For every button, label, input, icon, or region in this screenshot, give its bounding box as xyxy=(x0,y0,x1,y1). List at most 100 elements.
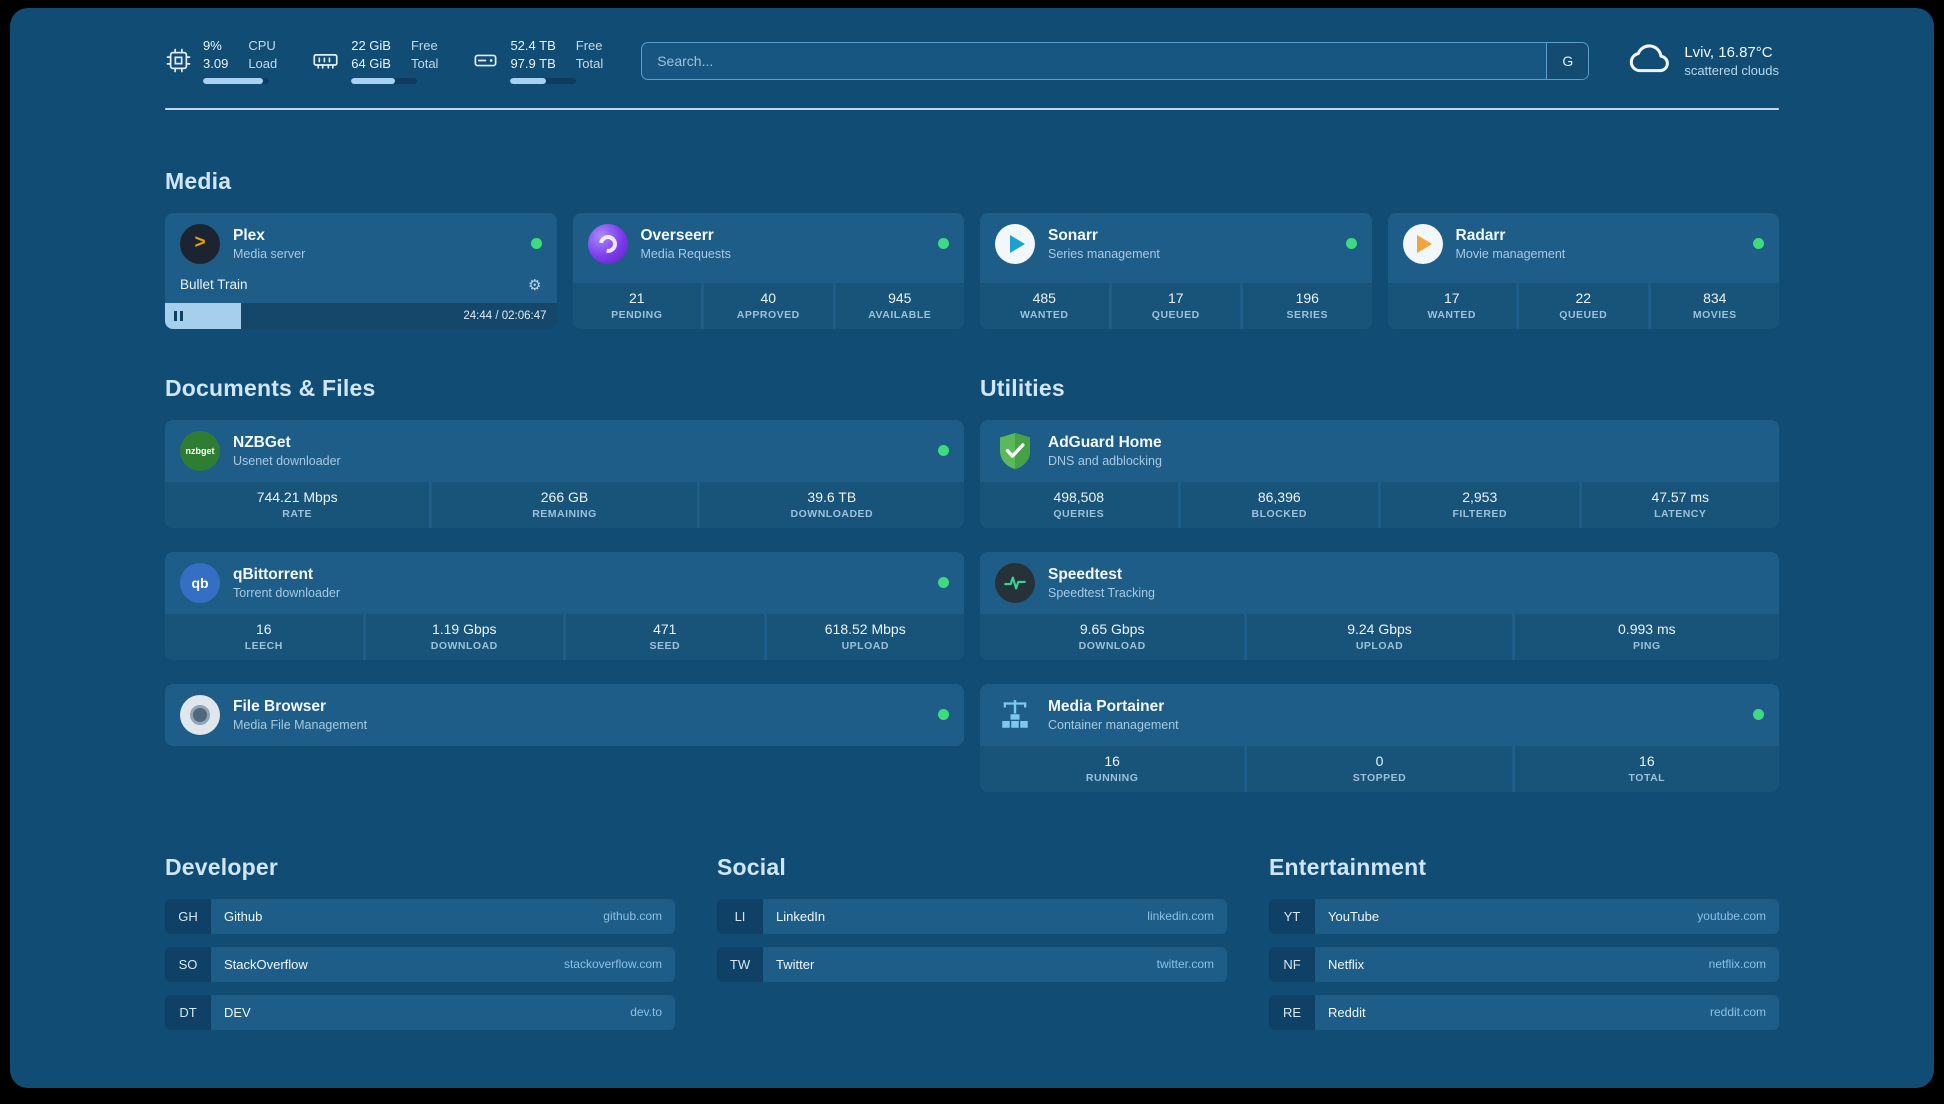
stat-remaining: 266 GB REMAINING xyxy=(432,481,697,528)
card-plex[interactable]: > Plex Media server Bullet Train ⚙ 24:44… xyxy=(165,212,557,329)
bookmark-name: Twitter xyxy=(776,956,815,972)
stat-label: APPROVED xyxy=(736,309,800,322)
ram-meter xyxy=(351,77,418,84)
bookmark-abbr: RE xyxy=(1269,994,1315,1030)
stat-label: RATE xyxy=(282,508,313,521)
bookmark-group-developer: Developer GH Github github.com SO StackO… xyxy=(165,854,675,1030)
cpu-label-bottom: Load xyxy=(248,55,278,71)
disk-meter-fill xyxy=(510,77,547,84)
topbar: 9% CPU 3.09 Load xyxy=(165,38,1779,84)
stat-queued: 22 QUEUED xyxy=(1519,282,1648,329)
portainer-titles: Media Portainer Container management xyxy=(1048,698,1179,732)
stat-pending: 21 PENDING xyxy=(572,282,701,329)
app-subtitle: Media server xyxy=(233,246,306,261)
developer-heading: Developer xyxy=(165,853,279,880)
bookmark-url: stackoverflow.com xyxy=(563,957,662,972)
media-heading: Media xyxy=(165,167,232,194)
cpu-meter-fill xyxy=(203,77,264,84)
stat-stopped: 0 STOPPED xyxy=(1247,745,1512,792)
card-sonarr[interactable]: Sonarr Series management 485 WANTED 17 Q… xyxy=(980,212,1372,329)
ram-meter-fill xyxy=(351,77,395,84)
bookmark-linkedin[interactable]: LI LinkedIn linkedin.com xyxy=(717,898,1227,934)
bookmark-group-entertainment: Entertainment YT YouTube youtube.com NF … xyxy=(1269,854,1779,1030)
bookmark-url: github.com xyxy=(603,909,662,924)
stat-value: 485 xyxy=(1032,290,1056,307)
card-speedtest[interactable]: Speedtest Speedtest Tracking 9.65 Gbps D… xyxy=(980,551,1779,660)
card-overseerr[interactable]: Overseerr Media Requests 21 PENDING 40 A… xyxy=(572,212,964,329)
stat-upload: 9.24 Gbps UPLOAD xyxy=(1247,613,1512,660)
stat-value: 9.65 Gbps xyxy=(1079,621,1145,638)
adguard-titles: AdGuard Home DNS and adblocking xyxy=(1048,434,1162,468)
speedtest-header: Speedtest Speedtest Tracking xyxy=(980,552,1779,614)
stat-label: LATENCY xyxy=(1654,508,1707,521)
cpu-readout: 9% CPU 3.09 Load xyxy=(203,38,277,84)
disk-label-bottom: Total xyxy=(575,55,604,71)
status-dot xyxy=(938,445,949,457)
ram-label-bottom: Total xyxy=(410,55,439,71)
card-adguard[interactable]: AdGuard Home DNS and adblocking 498,508 … xyxy=(980,419,1779,528)
card-filebrowser[interactable]: File Browser Media File Management xyxy=(165,683,964,746)
card-portainer[interactable]: Media Portainer Container management 16 … xyxy=(980,683,1779,792)
card-radarr[interactable]: Radarr Movie management 17 WANTED 22 QUE… xyxy=(1387,212,1779,329)
bookmark-abbr: NF xyxy=(1269,946,1315,982)
app-title: Media Portainer xyxy=(1048,697,1165,715)
filebrowser-titles: File Browser Media File Management xyxy=(233,698,367,732)
stat-value: 17 xyxy=(1443,290,1460,307)
plex-header: > Plex Media server xyxy=(165,213,557,275)
pause-icon[interactable] xyxy=(174,310,183,321)
bookmark-abbr: DT xyxy=(165,994,211,1030)
plex-now-playing: Bullet Train ⚙ xyxy=(165,275,557,303)
stat-label: SERIES xyxy=(1286,309,1328,322)
nzbget-header: nzbget NZBGet Usenet downloader xyxy=(165,420,964,482)
bookmarks-section: Developer GH Github github.com SO StackO… xyxy=(165,854,1779,1030)
stat-label: DOWNLOADED xyxy=(790,508,874,521)
bookmark-youtube[interactable]: YT YouTube youtube.com xyxy=(1269,898,1779,934)
bookmark-twitter[interactable]: TW Twitter twitter.com xyxy=(717,946,1227,982)
sonarr-icon xyxy=(995,223,1035,264)
plex-titles: Plex Media server xyxy=(233,227,305,261)
stat-value: 40 xyxy=(760,290,777,307)
stat-total: 16 TOTAL xyxy=(1514,745,1779,792)
overseerr-icon xyxy=(587,223,628,264)
bookmark-netflix[interactable]: NF Netflix netflix.com xyxy=(1269,946,1779,982)
ram-icon xyxy=(311,47,340,74)
nzbget-icon-text: nzbget xyxy=(185,445,215,456)
stat-queued: 17 QUEUED xyxy=(1111,282,1240,329)
speedtest-icon xyxy=(995,562,1035,603)
bookmark-stackoverflow[interactable]: SO StackOverflow stackoverflow.com xyxy=(165,946,675,982)
status-dot xyxy=(1345,238,1357,250)
cpu-meter xyxy=(203,77,269,84)
app-title: AdGuard Home xyxy=(1048,433,1162,451)
search-input[interactable] xyxy=(642,42,1547,79)
app-subtitle: Usenet downloader xyxy=(233,453,341,468)
card-nzbget[interactable]: nzbget NZBGet Usenet downloader 744.21 M… xyxy=(165,419,964,528)
app-title: Radarr xyxy=(1455,226,1506,244)
qbittorrent-stats: 16 LEECH 1.19 Gbps DOWNLOAD 471 SEED 618… xyxy=(165,613,964,660)
stat-label: QUEUED xyxy=(1151,309,1200,322)
bookmark-reddit[interactable]: RE Reddit reddit.com xyxy=(1269,994,1779,1030)
search-provider-button[interactable]: G xyxy=(1546,42,1589,79)
qbittorrent-icon-text: qb xyxy=(191,574,209,591)
settings-gear-icon[interactable]: ⚙ xyxy=(528,276,542,294)
bookmark-dev[interactable]: DT DEV dev.to xyxy=(165,994,675,1030)
stat-value: 744.21 Mbps xyxy=(256,489,338,506)
card-qbittorrent[interactable]: qb qBittorrent Torrent downloader 16 LEE… xyxy=(165,551,964,660)
app-subtitle: Speedtest Tracking xyxy=(1048,585,1156,600)
stat-value: 0 xyxy=(1375,753,1384,770)
dashboard-page: 9% CPU 3.09 Load xyxy=(10,8,1934,1088)
bookmark-github[interactable]: GH Github github.com xyxy=(165,898,675,934)
social-list: LI LinkedIn linkedin.com TW Twitter twit… xyxy=(717,898,1227,982)
stat-value: 17 xyxy=(1167,290,1184,307)
stat-series: 196 SERIES xyxy=(1243,282,1372,329)
playback-progress-bar[interactable]: 24:44 / 02:06:47 xyxy=(165,302,557,329)
stat-leech: 16 LEECH xyxy=(165,613,363,660)
sonarr-header: Sonarr Series management xyxy=(980,213,1372,275)
ram-widget: 22 GiB Free 64 GiB Total xyxy=(311,38,438,84)
status-dot xyxy=(938,709,949,721)
bookmark-abbr: GH xyxy=(165,898,211,934)
section-utilities: Utilities AdGuard Home DNS and adblockin… xyxy=(980,375,1779,792)
speedtest-titles: Speedtest Speedtest Tracking xyxy=(1048,566,1155,600)
stat-value: 21 xyxy=(628,290,645,307)
filebrowser-header: File Browser Media File Management xyxy=(165,684,964,746)
bookmark-abbr: TW xyxy=(717,946,763,982)
